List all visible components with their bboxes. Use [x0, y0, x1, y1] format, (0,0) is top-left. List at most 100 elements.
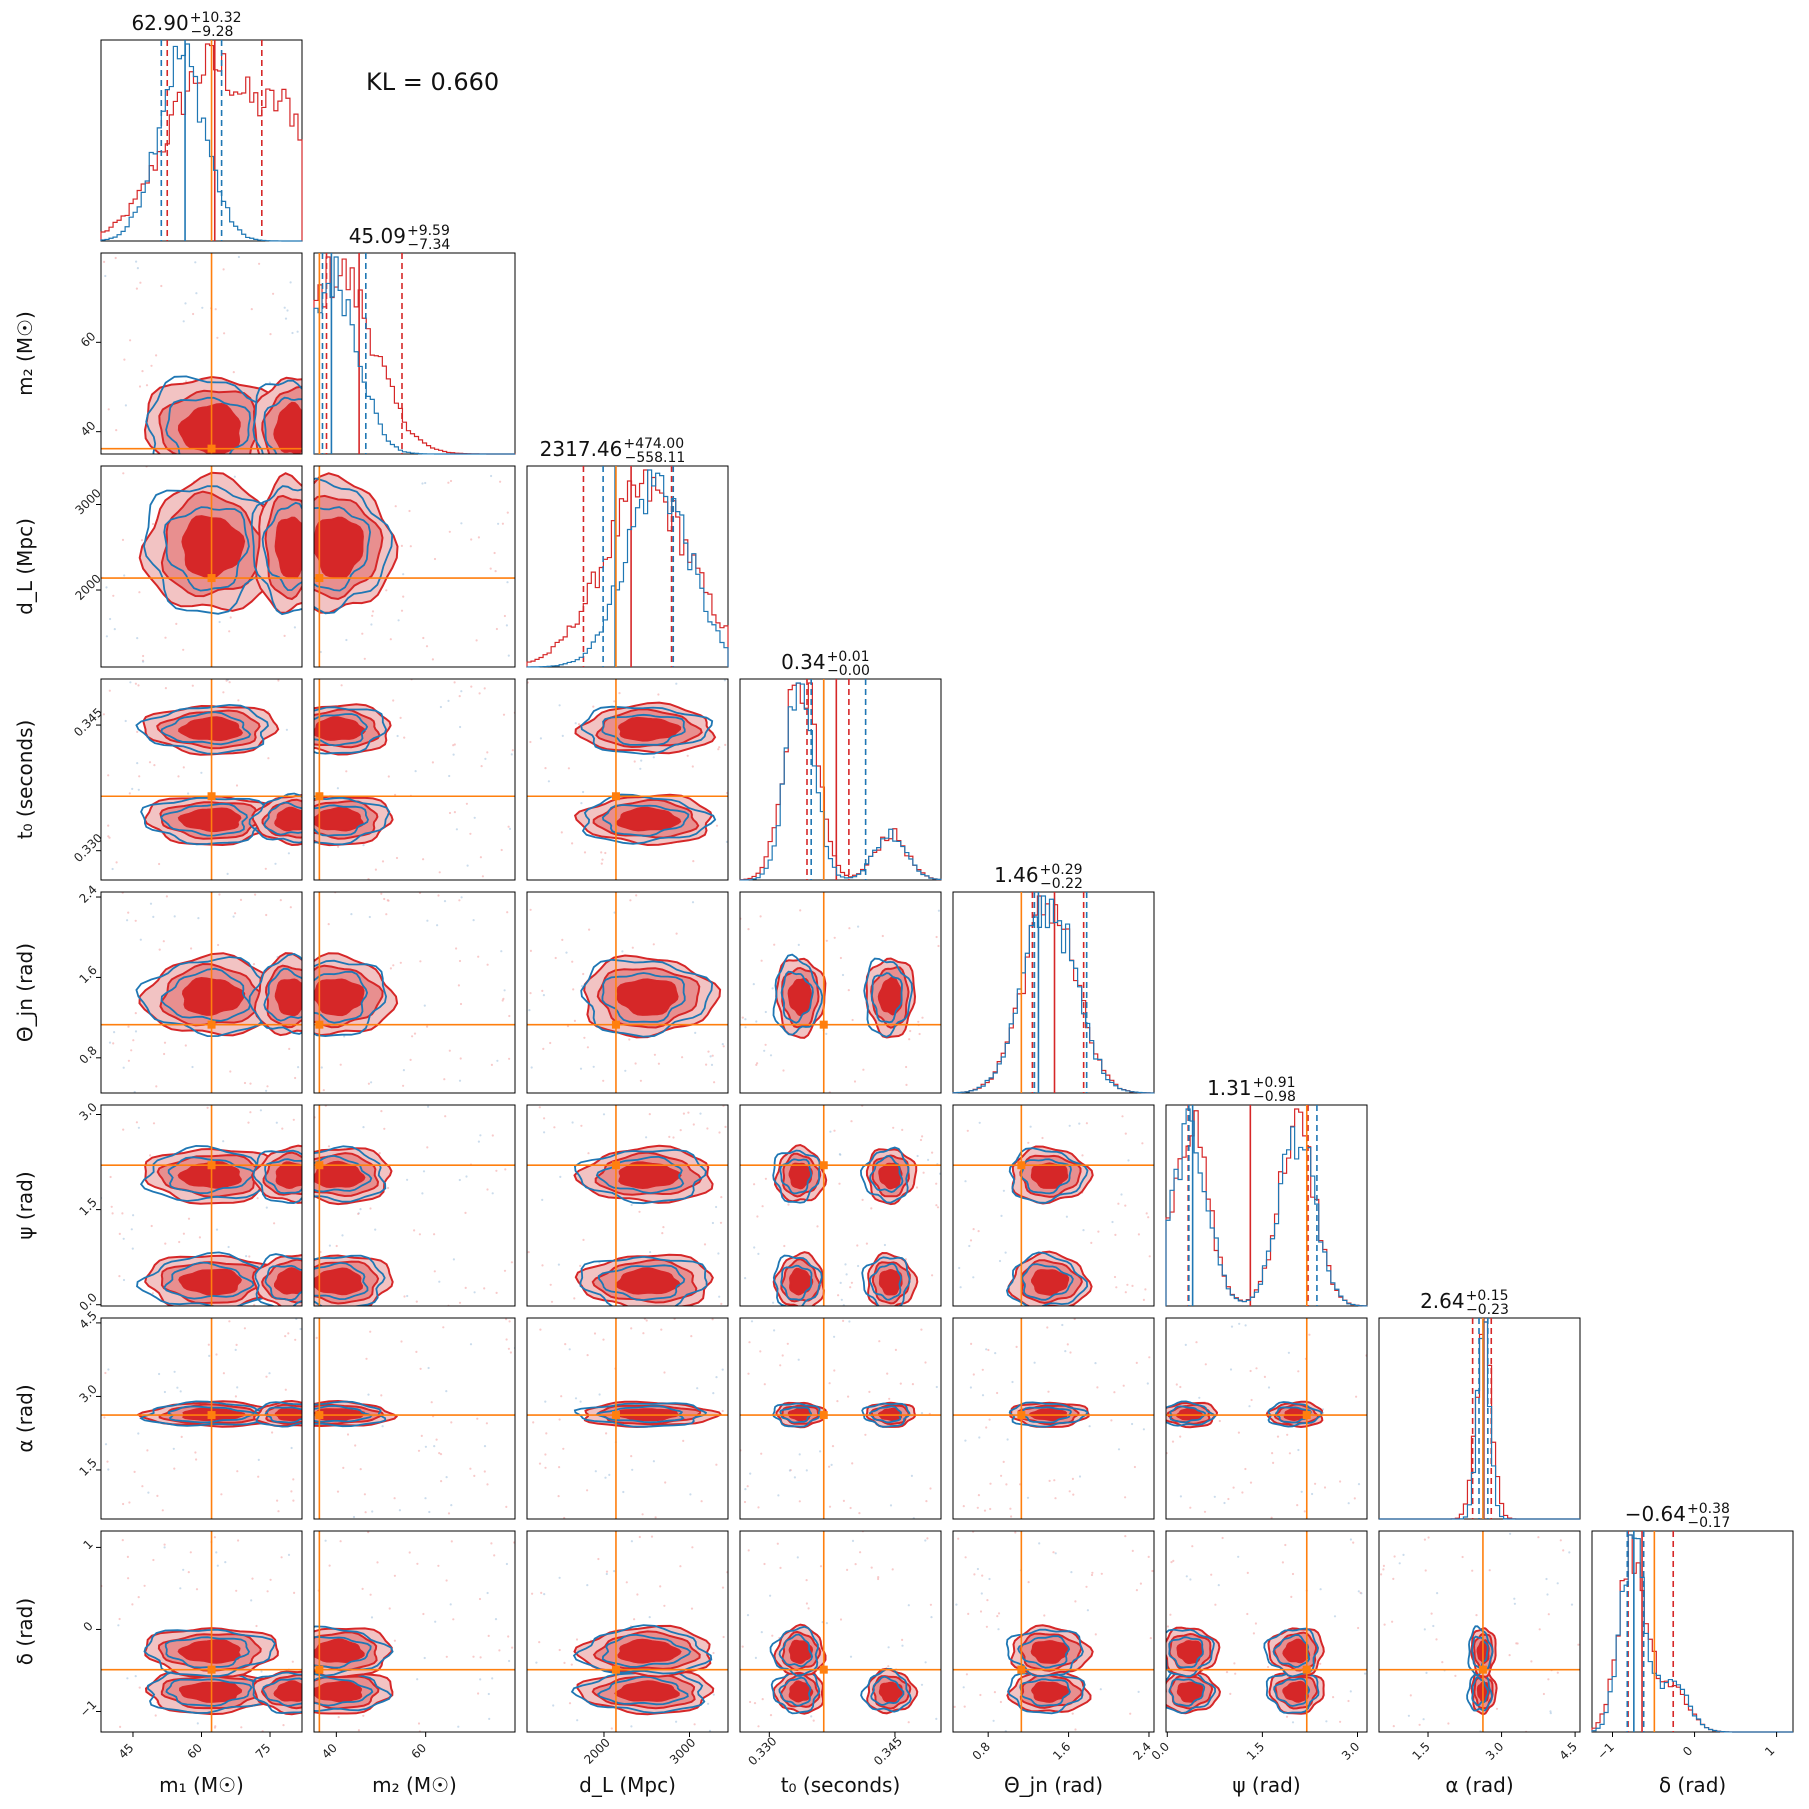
panel-theta-alpha [952, 1317, 1155, 1520]
blue-contour [314, 1145, 387, 1203]
blue-contour [263, 801, 302, 836]
sample-point [1053, 1479, 1056, 1482]
sample-point [970, 1342, 973, 1345]
sample-point [496, 1059, 499, 1062]
sample-point [504, 1168, 507, 1171]
sample-point [1041, 1136, 1044, 1140]
panel-frame [100, 678, 303, 881]
truth-marker [611, 1161, 620, 1170]
blue-contour [859, 1146, 910, 1204]
sample-point [919, 1138, 923, 1142]
sample-point [376, 1561, 379, 1564]
sample-point [664, 1481, 667, 1484]
sample-point [878, 1340, 881, 1343]
red-contour [314, 978, 365, 1017]
sample-point [237, 699, 240, 702]
sample-point [339, 1063, 342, 1066]
sample-point [363, 1493, 366, 1496]
panel-frame [100, 252, 303, 455]
sample-point [118, 1617, 121, 1621]
sample-point [460, 522, 463, 525]
sample-point [788, 1469, 792, 1472]
sample-point [675, 932, 678, 935]
sample-point [508, 1057, 511, 1060]
panel-psi-delta [1165, 1530, 1368, 1733]
sample-point [1380, 1573, 1383, 1576]
sample-point [608, 1473, 611, 1476]
sample-point [1435, 1638, 1438, 1641]
sample-point [631, 1468, 634, 1471]
panel-content [740, 1318, 941, 1519]
panel-dL-delta [526, 1530, 729, 1733]
sample-point [340, 684, 343, 687]
sample-point [1227, 1497, 1230, 1501]
panel-frame [100, 465, 303, 668]
sample-point [1349, 1690, 1352, 1693]
panel-content [527, 892, 728, 1093]
sample-point [1488, 1569, 1491, 1572]
blue-contour [1166, 1400, 1217, 1427]
title-median: −0.64 [1625, 1502, 1686, 1526]
sample-point [1447, 1722, 1450, 1725]
sample-point [634, 1062, 637, 1065]
title-t0: 0.34+0.01 −0.00 [781, 649, 870, 679]
sample-point [833, 1369, 836, 1372]
sample-point [1427, 1536, 1430, 1539]
panel-frame [313, 252, 516, 455]
sample-point [1054, 1552, 1057, 1555]
sample-point [921, 1016, 924, 1019]
sample-point [485, 1422, 488, 1425]
sample-point [1542, 1692, 1545, 1696]
sample-point [690, 1335, 693, 1338]
sample-point [1347, 1699, 1350, 1703]
sample-point [763, 1049, 766, 1052]
sample-point [328, 1564, 331, 1567]
sample-point [222, 1140, 225, 1143]
sample-point [445, 1579, 448, 1582]
sample-point [757, 1725, 760, 1728]
sample-point [285, 728, 288, 731]
panel-t0-delta [739, 1530, 942, 1733]
sample-point [718, 1131, 721, 1134]
sample-point [215, 1551, 218, 1554]
sample-point [228, 681, 231, 684]
sample-point [805, 1602, 809, 1605]
sample-point [291, 331, 294, 335]
panel-frame [526, 1530, 729, 1733]
sample-point [126, 1677, 129, 1680]
sample-point [216, 1564, 219, 1567]
sample-point [901, 1128, 904, 1131]
sample-point [508, 1659, 511, 1663]
sample-point [870, 1207, 873, 1210]
sample-point [586, 1046, 590, 1049]
sample-point [505, 1318, 508, 1321]
sample-point [1286, 1433, 1289, 1436]
red-contour [1282, 1638, 1311, 1664]
truth-marker [315, 574, 324, 583]
sample-point [139, 281, 142, 284]
red-contour [314, 716, 366, 741]
sample-point [248, 1255, 251, 1258]
sample-point [142, 660, 145, 663]
sample-point [1081, 1154, 1084, 1157]
sample-point [602, 1113, 606, 1116]
red-histogram [739, 682, 942, 881]
sample-point [935, 1182, 938, 1185]
sample-point [194, 1451, 197, 1454]
sample-point [937, 944, 940, 948]
panel-psi-alpha [1165, 1317, 1368, 1520]
sample-point [672, 1136, 675, 1139]
sample-point [853, 1080, 857, 1083]
sample-point [472, 919, 475, 922]
title-plus: +0.91 [1253, 1075, 1296, 1091]
sample-point [341, 1234, 344, 1237]
panel-alpha-delta [1378, 1530, 1581, 1733]
sample-point [1311, 1492, 1314, 1496]
diag-panel-t0 [739, 678, 942, 881]
sample-point [1513, 1597, 1516, 1600]
sample-point [841, 973, 845, 977]
sample-point [272, 292, 275, 295]
sample-point [267, 757, 270, 760]
sample-point [439, 705, 442, 709]
sample-point [997, 1612, 1001, 1615]
